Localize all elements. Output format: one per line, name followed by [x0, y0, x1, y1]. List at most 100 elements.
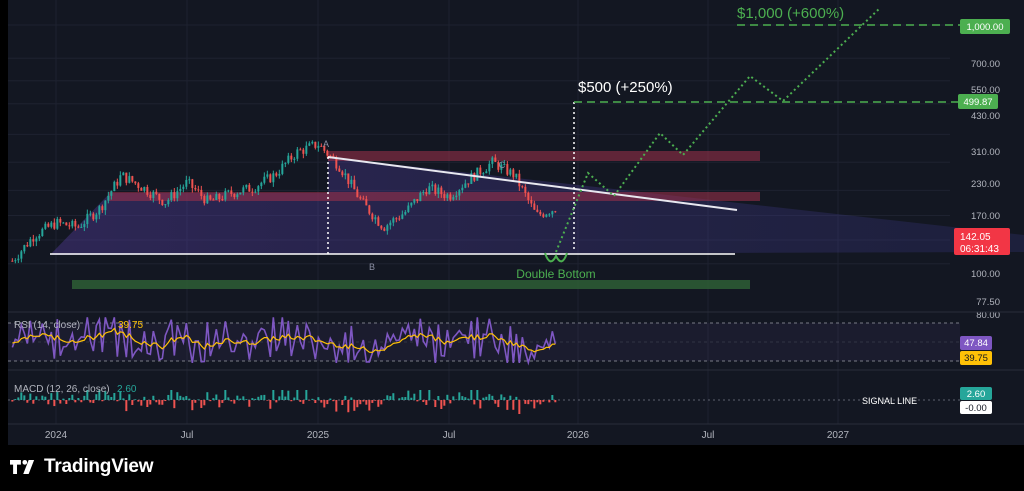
rsi-label[interactable]: RSI (14, close) [14, 320, 80, 331]
tradingview-logo[interactable]: TradingView [10, 455, 154, 479]
candle-body [230, 190, 233, 194]
candle-body [503, 164, 506, 166]
candle-body [449, 194, 452, 200]
time-tick-jul-2024: Jul [181, 430, 194, 441]
macd-bar [185, 396, 188, 400]
candle-body [200, 189, 203, 197]
macd-bar [245, 399, 248, 400]
macd-bar [35, 396, 38, 400]
candle-body [236, 194, 239, 198]
macd-bar [80, 400, 83, 403]
macd-bar [152, 395, 155, 400]
candle-body [359, 197, 362, 199]
candle-body [365, 199, 368, 206]
macd-bar [23, 395, 26, 400]
candle-body [479, 167, 482, 175]
macd-bar [113, 393, 116, 400]
macd-bar [524, 400, 527, 404]
macd-bar [401, 397, 404, 400]
price-scale[interactable] [950, 0, 1024, 445]
double-bottom-label: Double Bottom [516, 267, 595, 281]
macd-bar [179, 395, 182, 400]
candle-body [239, 192, 242, 195]
projection-path [555, 7, 881, 253]
candle-body [182, 186, 185, 189]
candle-body [107, 195, 110, 201]
candle-body [512, 169, 515, 178]
macd-bar [389, 396, 392, 400]
candle-body [80, 226, 83, 228]
macd-bar [269, 400, 272, 409]
candle-body [56, 218, 59, 229]
candle-body [89, 213, 92, 215]
candle-body [506, 164, 509, 175]
macd-bar [380, 400, 383, 405]
candle-body [221, 199, 224, 201]
macd-bar [335, 400, 338, 412]
candle-body [149, 194, 152, 198]
candle-body [191, 179, 194, 188]
macd-bar [365, 400, 368, 405]
macd-bar [440, 400, 443, 410]
macd-bar [230, 400, 233, 402]
candle-body [257, 186, 260, 192]
macd-bar [446, 394, 449, 400]
candle-body [170, 192, 173, 200]
candle-body [23, 245, 26, 252]
macd-bar [458, 392, 461, 400]
candle-body [74, 220, 77, 227]
macd-bar [248, 400, 251, 407]
candle-body [329, 155, 332, 157]
target-badge-1000-text: 1,000.00 [967, 22, 1004, 33]
candle-body [290, 155, 293, 160]
macd-bar [203, 400, 206, 406]
macd-bar [341, 400, 344, 406]
target-badge-500 [958, 94, 998, 109]
macd-bar [125, 400, 128, 412]
macd-bar [236, 395, 239, 400]
macd-bar [188, 398, 191, 400]
macd-bar [260, 395, 263, 400]
macd-bar [296, 390, 299, 400]
macd-bar [551, 395, 554, 400]
macd-bar [302, 400, 305, 404]
time-axis[interactable]: 2024 Jul 2025 Jul 2026 Jul 2027 [45, 430, 850, 441]
macd-bar [518, 400, 521, 414]
candle-body [227, 190, 230, 192]
macd-bar [215, 394, 218, 400]
macd-bar [74, 400, 77, 403]
candle-body [95, 214, 98, 220]
macd-bar [416, 400, 419, 402]
macd-bar [95, 394, 98, 400]
rsi-value-badge [960, 336, 992, 350]
candle-body [311, 141, 314, 144]
candle-body [398, 218, 401, 220]
descending-trendline [327, 156, 738, 211]
rsi-tick-80: 80.00 [976, 310, 1000, 321]
macd-bar [77, 398, 80, 400]
macd-bar [452, 396, 455, 400]
macd-bar [368, 400, 371, 411]
price-tick-700: 700.00 [971, 59, 1000, 70]
macd-bar [26, 400, 29, 403]
macd-bar [287, 390, 290, 400]
macd-bar [515, 396, 518, 400]
candle-body [29, 239, 32, 247]
candle-body [386, 225, 389, 231]
macd-bar [143, 396, 146, 400]
candle-body [272, 173, 275, 183]
candle-body [518, 173, 521, 187]
candle-body [158, 193, 161, 200]
candle-body [407, 205, 410, 212]
rsi-ma-badge-text: 39.75 [964, 353, 988, 364]
macd-bar [293, 397, 296, 400]
macd-bar [539, 400, 542, 405]
candle-body [77, 226, 80, 228]
candle-body [452, 197, 455, 200]
candle-body [335, 157, 338, 169]
macd-bar [437, 396, 440, 400]
resistance-zone-upper [328, 151, 760, 161]
macd-label[interactable]: MACD (12, 26, close) [14, 384, 110, 395]
candle-body [515, 173, 518, 178]
